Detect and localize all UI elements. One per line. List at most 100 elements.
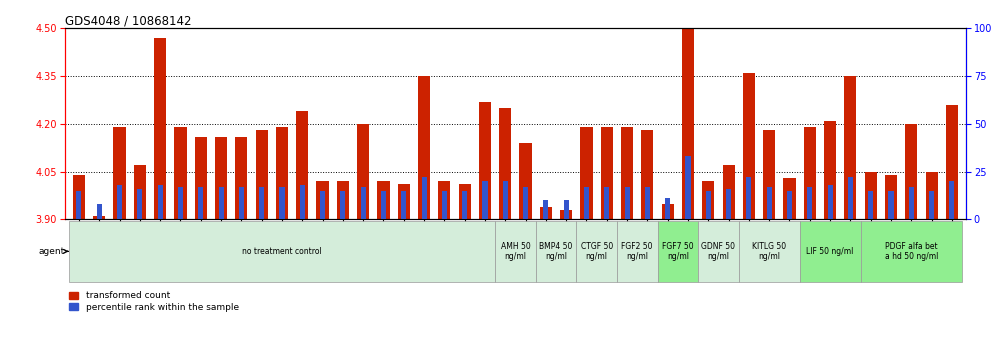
Text: PDGF alfa bet
a hd 50 ng/ml: PDGF alfa bet a hd 50 ng/ml	[884, 242, 938, 261]
Bar	[401, 191, 406, 219]
Bar	[94, 216, 106, 219]
Bar	[808, 187, 813, 219]
Bar	[418, 76, 430, 219]
Bar	[320, 191, 325, 219]
Bar	[800, 221, 861, 282]
Bar	[804, 127, 816, 219]
Text: FGF2 50
ng/ml: FGF2 50 ng/ml	[622, 242, 653, 261]
Bar	[69, 221, 495, 282]
Bar	[621, 127, 633, 219]
Bar	[929, 191, 934, 219]
Bar	[946, 105, 958, 219]
Text: LIF 50 ng/ml: LIF 50 ng/ml	[807, 247, 854, 256]
Bar	[641, 130, 653, 219]
Bar	[97, 204, 102, 219]
Bar	[157, 185, 162, 219]
Bar	[605, 187, 610, 219]
Bar	[482, 181, 487, 219]
Bar	[438, 181, 450, 219]
Bar	[117, 185, 123, 219]
Bar	[698, 221, 739, 282]
Bar	[617, 221, 657, 282]
Text: GDS4048 / 10868142: GDS4048 / 10868142	[65, 14, 191, 27]
Bar	[908, 187, 914, 219]
Bar	[584, 187, 589, 219]
Bar	[767, 187, 772, 219]
Bar	[661, 204, 673, 219]
Bar	[905, 124, 917, 219]
Bar	[888, 191, 893, 219]
Bar	[218, 187, 223, 219]
Bar	[577, 221, 617, 282]
Text: FGF7 50
ng/ml: FGF7 50 ng/ml	[662, 242, 693, 261]
Bar	[540, 207, 552, 219]
Bar	[114, 127, 125, 219]
Bar	[503, 181, 508, 219]
Bar	[499, 108, 511, 219]
Bar	[380, 191, 386, 219]
Bar	[702, 181, 714, 219]
Bar	[861, 221, 962, 282]
Bar	[77, 191, 82, 219]
Bar	[544, 200, 549, 219]
Bar	[624, 187, 629, 219]
Bar	[235, 137, 247, 219]
Bar	[763, 130, 775, 219]
Bar	[462, 191, 467, 219]
Bar	[154, 38, 166, 219]
Bar	[194, 137, 207, 219]
Bar	[341, 191, 346, 219]
Bar	[784, 178, 796, 219]
Bar	[824, 121, 837, 219]
Bar	[259, 187, 264, 219]
Text: no treatment control: no treatment control	[242, 247, 322, 256]
Bar	[845, 76, 857, 219]
Bar	[848, 177, 853, 219]
Bar	[458, 184, 471, 219]
Bar	[178, 187, 183, 219]
Bar	[256, 130, 268, 219]
Bar	[296, 111, 309, 219]
Bar	[536, 221, 577, 282]
Bar	[479, 102, 491, 219]
Bar	[361, 187, 366, 219]
Bar	[133, 165, 146, 219]
Bar	[787, 191, 792, 219]
Bar	[280, 187, 285, 219]
Bar	[358, 124, 370, 219]
Bar	[869, 191, 873, 219]
Bar	[865, 172, 876, 219]
Bar	[644, 187, 650, 219]
Bar	[601, 127, 613, 219]
Bar	[174, 127, 186, 219]
Bar	[581, 127, 593, 219]
Bar	[665, 199, 670, 219]
Legend: transformed count, percentile rank within the sample: transformed count, percentile rank withi…	[70, 291, 239, 312]
Bar	[925, 172, 937, 219]
Bar	[746, 177, 751, 219]
Bar	[300, 185, 305, 219]
Bar	[884, 175, 897, 219]
Bar	[337, 181, 349, 219]
Text: agent: agent	[39, 247, 68, 256]
Bar	[657, 221, 698, 282]
Bar	[520, 143, 532, 219]
Bar	[726, 189, 731, 219]
Bar	[442, 191, 447, 219]
Bar	[564, 200, 569, 219]
Bar	[523, 187, 528, 219]
Bar	[949, 181, 954, 219]
Bar	[682, 0, 694, 219]
Bar	[739, 221, 800, 282]
Bar	[706, 191, 711, 219]
Bar	[828, 185, 833, 219]
Text: AMH 50
ng/ml: AMH 50 ng/ml	[501, 242, 530, 261]
Bar	[743, 73, 755, 219]
Text: KITLG 50
ng/ml: KITLG 50 ng/ml	[752, 242, 786, 261]
Bar	[73, 175, 85, 219]
Text: BMP4 50
ng/ml: BMP4 50 ng/ml	[540, 242, 573, 261]
Bar	[215, 137, 227, 219]
Bar	[560, 210, 573, 219]
Text: CTGF 50
ng/ml: CTGF 50 ng/ml	[581, 242, 613, 261]
Bar	[198, 187, 203, 219]
